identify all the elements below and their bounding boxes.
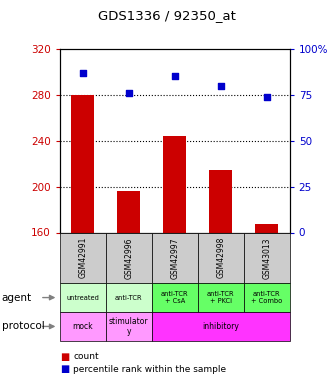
Bar xyxy=(163,136,186,232)
Text: anti-TCR
+ CsA: anti-TCR + CsA xyxy=(161,291,188,304)
Bar xyxy=(255,225,278,232)
Text: anti-TCR
+ PKCi: anti-TCR + PKCi xyxy=(207,291,234,304)
Text: ■: ■ xyxy=(60,352,69,362)
Text: untreated: untreated xyxy=(67,295,99,301)
Point xyxy=(126,90,132,96)
Point xyxy=(218,82,223,88)
Text: stimulator
y: stimulator y xyxy=(109,317,149,336)
Text: GSM42997: GSM42997 xyxy=(170,237,179,279)
Point xyxy=(264,93,269,99)
Text: anti-TCR
+ Combo: anti-TCR + Combo xyxy=(251,291,282,304)
Text: percentile rank within the sample: percentile rank within the sample xyxy=(73,364,226,374)
Text: GSM42991: GSM42991 xyxy=(78,237,88,279)
Text: GSM43013: GSM43013 xyxy=(262,237,271,279)
Text: inhibitory: inhibitory xyxy=(202,322,239,331)
Text: GDS1336 / 92350_at: GDS1336 / 92350_at xyxy=(98,9,235,22)
Bar xyxy=(71,95,95,232)
Text: ■: ■ xyxy=(60,364,69,374)
Text: GSM42998: GSM42998 xyxy=(216,237,225,279)
Bar xyxy=(117,191,141,232)
Point xyxy=(80,70,86,76)
Bar xyxy=(209,171,232,232)
Text: protocol: protocol xyxy=(2,321,44,332)
Point xyxy=(172,74,177,80)
Text: anti-TCR: anti-TCR xyxy=(115,295,143,301)
Text: mock: mock xyxy=(73,322,93,331)
Text: GSM42996: GSM42996 xyxy=(124,237,134,279)
Text: count: count xyxy=(73,352,99,361)
Text: agent: agent xyxy=(2,292,32,303)
